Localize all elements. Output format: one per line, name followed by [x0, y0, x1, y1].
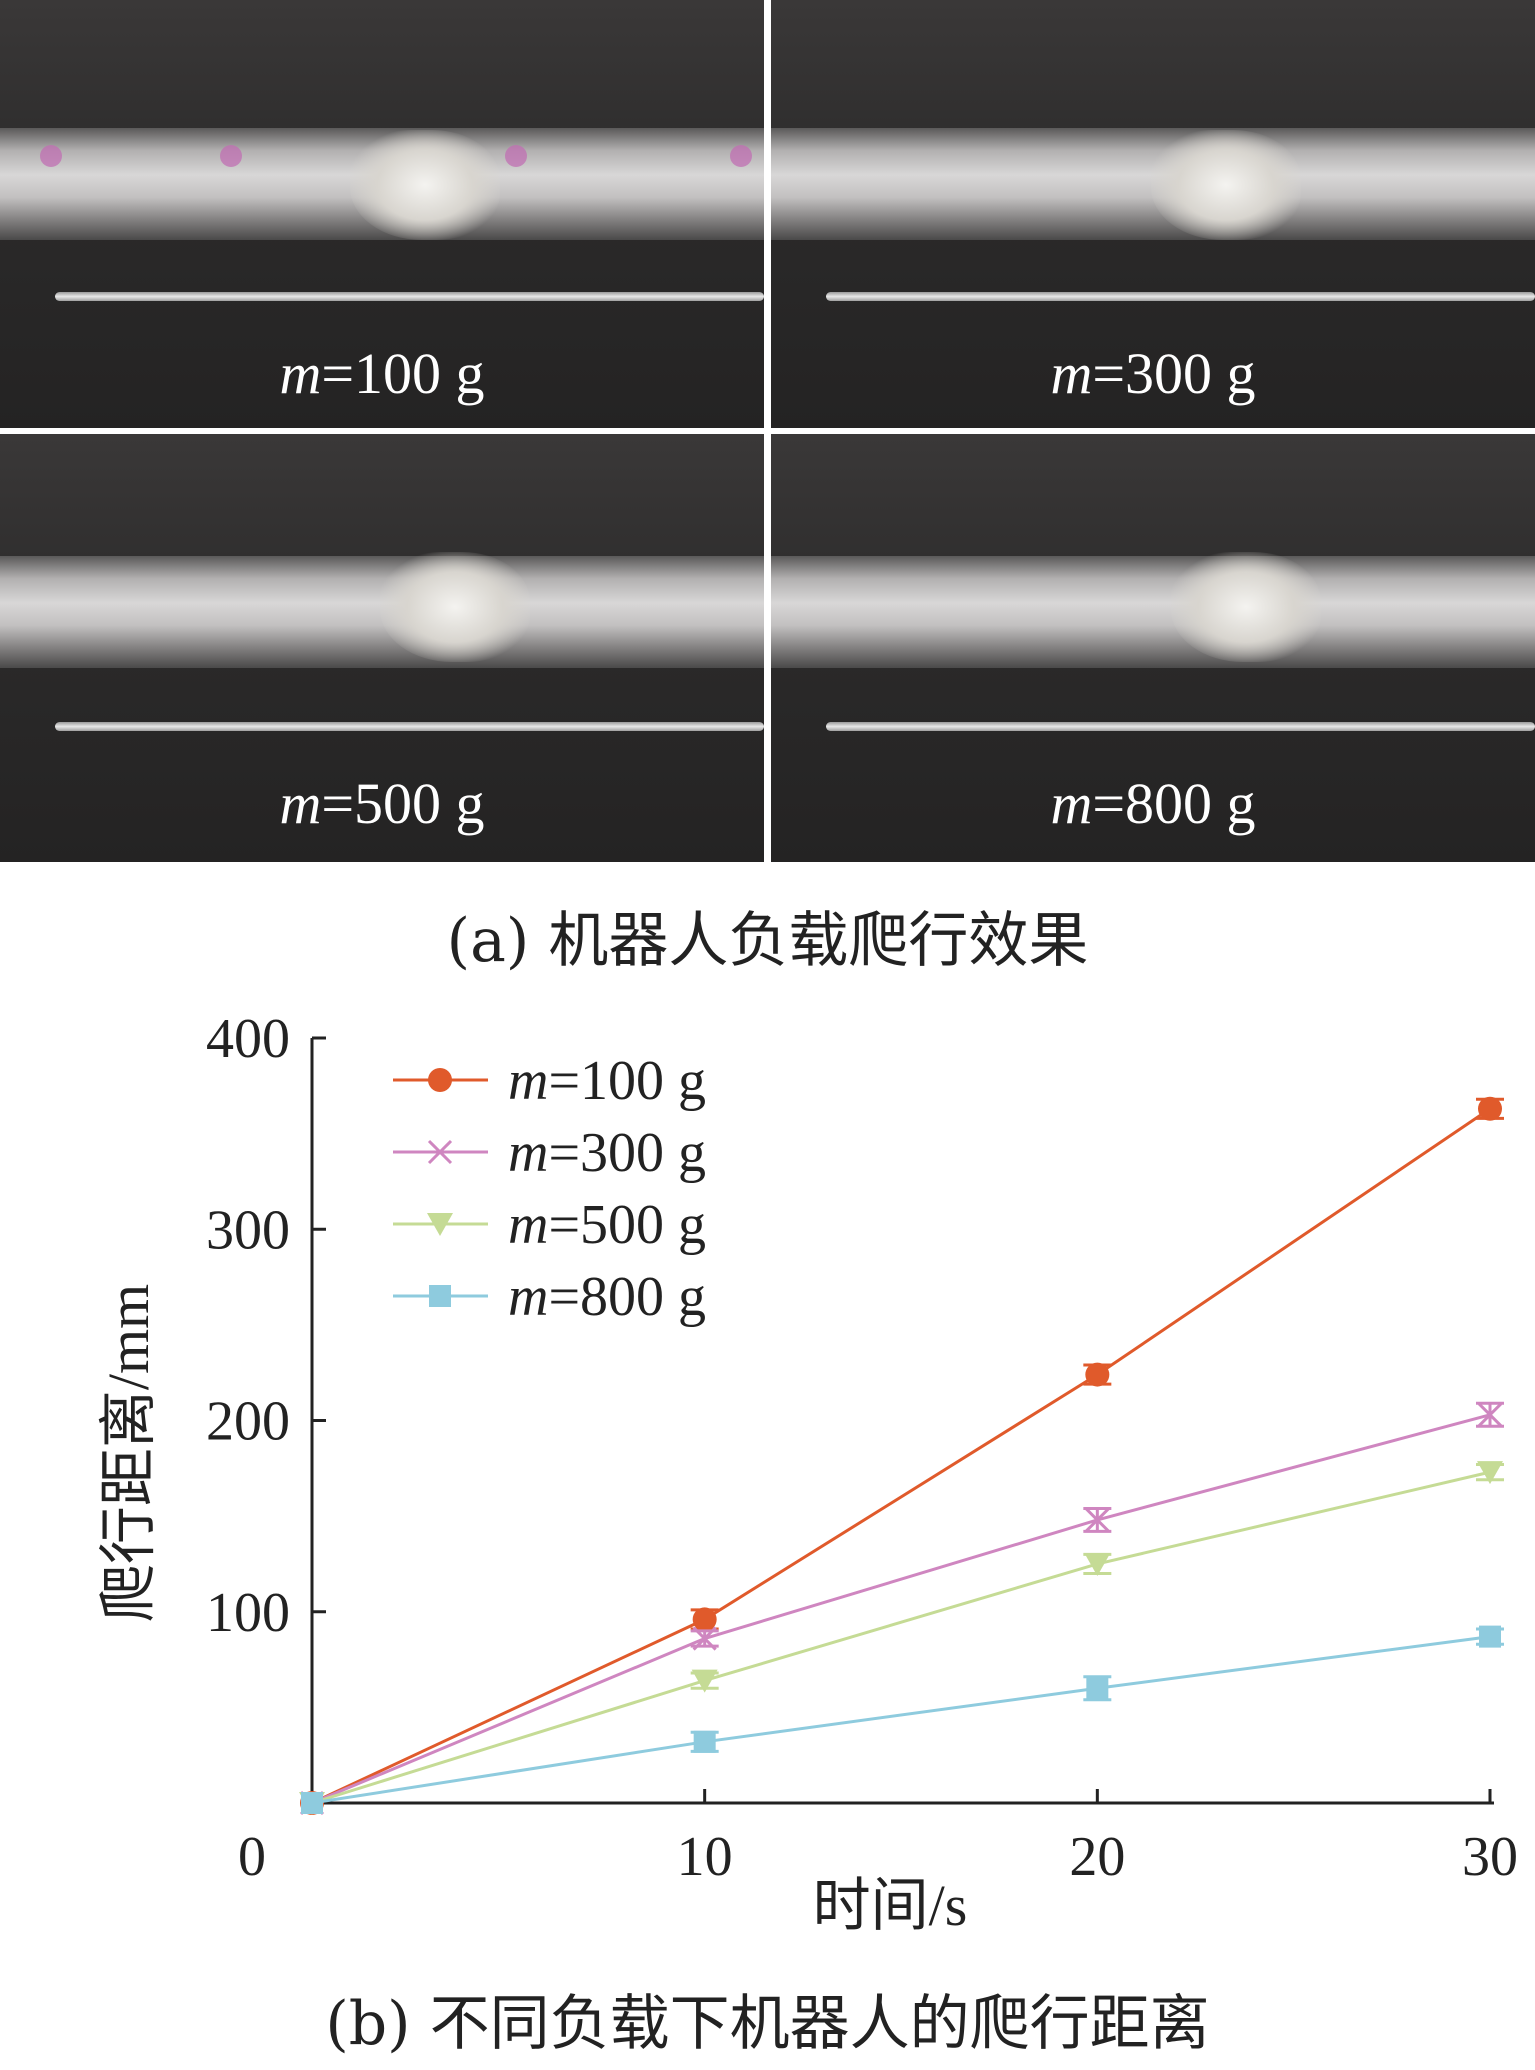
series-3-point: [1084, 1552, 1111, 1576]
photo-label: m=500 g: [279, 771, 485, 836]
robot: [1151, 130, 1301, 240]
x-tick-label: 20: [1069, 1826, 1125, 1888]
series-4-point: [301, 1792, 323, 1814]
series-3-point: [691, 1669, 718, 1693]
legend-label: m=500 g: [508, 1194, 706, 1256]
marker-stroke: [1477, 1402, 1503, 1427]
legend-symbol: m: [508, 1194, 548, 1256]
caption-b: (b) 不同负载下机器人的爬行距离: [325, 1989, 1210, 2059]
legend-label: m=800 g: [508, 1266, 706, 1328]
legend-item-3: m=500 g: [393, 1194, 706, 1256]
photo-label: m=800 g: [1050, 771, 1256, 836]
series-2-line: [311, 1413, 1491, 1805]
photo-m800: m=800 g: [771, 434, 1535, 862]
photo-label: m=100 g: [279, 341, 485, 406]
marker-stroke: [692, 1626, 717, 1651]
legend-label: m=300 g: [508, 1122, 706, 1184]
wire: [826, 292, 1535, 301]
photo-m100: m=100 g: [0, 0, 764, 428]
legend-marker: [427, 1213, 453, 1236]
legend-value: =300 g: [548, 1122, 706, 1184]
photo-label: m=300 g: [1050, 341, 1256, 406]
legend-symbol: m: [508, 1122, 548, 1184]
robot: [1171, 552, 1321, 662]
series-1-point: [692, 1607, 717, 1632]
series-1: [300, 1096, 1504, 1815]
y-tick-label: 200: [206, 1391, 290, 1453]
marker-dot: [730, 145, 752, 167]
series-3: [299, 1461, 1504, 1815]
legend-marker: [427, 1139, 453, 1165]
legend-item-2: m=300 g: [393, 1122, 706, 1184]
series-layer: [299, 1096, 1504, 1816]
x-tick-label: 0: [238, 1826, 266, 1888]
legend-marker: [428, 1068, 452, 1092]
legend-item-4: m=800 g: [393, 1266, 706, 1328]
series-4-point: [1479, 1625, 1501, 1648]
series-3-line: [311, 1470, 1491, 1805]
series-2-point: [1085, 1507, 1110, 1533]
y-tick-label: 300: [206, 1199, 290, 1261]
series-4-line: [311, 1635, 1491, 1805]
wire: [55, 722, 764, 731]
y-tick-label: 400: [206, 1008, 290, 1070]
series-2-point: [1477, 1402, 1503, 1427]
marker-dot: [220, 145, 242, 167]
x-tick-label: 30: [1462, 1826, 1518, 1888]
legend-value: =800 g: [548, 1266, 706, 1328]
photo-m500: m=500 g: [0, 434, 764, 862]
legend: m=100 gm=300 gm=500 gm=800 g: [393, 1050, 706, 1328]
robot: [380, 552, 530, 662]
series-1-line: [311, 1107, 1491, 1805]
marker-dot: [505, 145, 527, 167]
marker-dot: [40, 145, 62, 167]
series-4: [301, 1625, 1504, 1814]
robot: [350, 130, 500, 240]
tube: [771, 556, 1535, 668]
series-4-point: [1086, 1677, 1109, 1700]
series-1-point: [1085, 1362, 1110, 1387]
marker-stroke: [1085, 1507, 1110, 1533]
series-4-point: [693, 1730, 716, 1753]
y-axis-title: 爬行距离/mm: [96, 1284, 161, 1622]
legend-symbol: m: [508, 1050, 548, 1112]
x-tick-label: 10: [677, 1826, 733, 1888]
series-2: [299, 1401, 1504, 1816]
caption-a: (a) 机器人负载爬行效果: [446, 906, 1089, 976]
y-tick-label: 100: [206, 1582, 290, 1644]
wire: [55, 292, 764, 301]
series-1-point: [1478, 1096, 1502, 1121]
photo-grid: m=100 g m=300 g m=500 g m=800 g: [0, 0, 1535, 862]
legend-item-1: m=100 g: [393, 1050, 706, 1112]
legend-value: =500 g: [548, 1194, 706, 1256]
axes: 100 200 300 400 0 10 20 30: [206, 1008, 1518, 1888]
wire: [826, 722, 1535, 731]
series-3-point: [1477, 1461, 1503, 1485]
legend-symbol: m: [508, 1266, 548, 1328]
series-2-point: [692, 1626, 717, 1651]
legend-value: =100 g: [548, 1050, 706, 1112]
legend-label: m=100 g: [508, 1050, 706, 1112]
marker-stroke: [427, 1139, 453, 1165]
x-axis-title: 时间/s: [813, 1873, 968, 1938]
photo-m300: m=300 g: [771, 0, 1535, 428]
legend-marker: [429, 1285, 451, 1307]
